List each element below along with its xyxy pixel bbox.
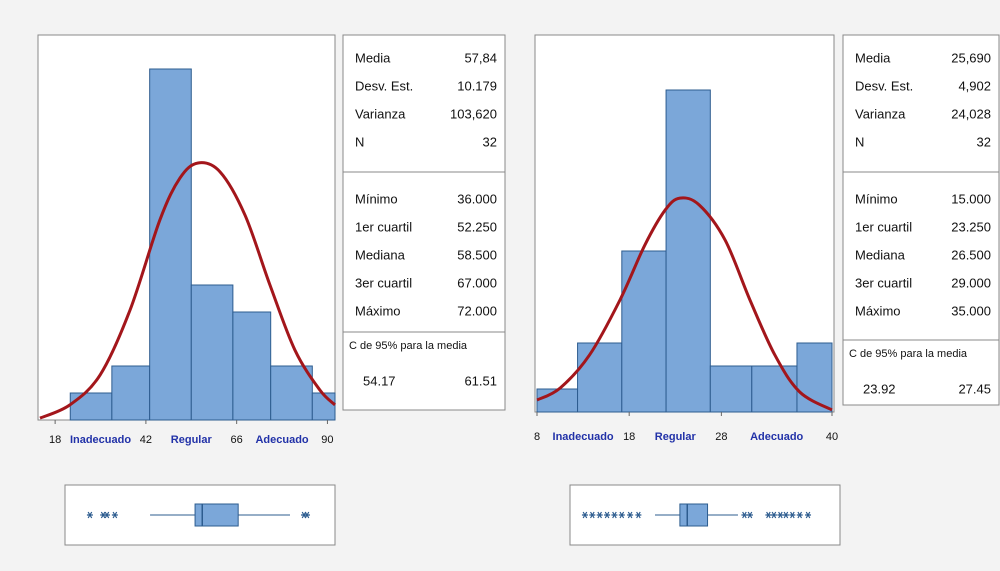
stat-value: 32 xyxy=(483,134,497,149)
x-tick-label: 28 xyxy=(715,431,727,443)
stat-label: Máximo xyxy=(855,303,901,318)
normal-curve xyxy=(39,161,337,420)
outlier xyxy=(777,511,784,519)
bar xyxy=(536,388,579,413)
outlier xyxy=(782,511,789,519)
bar xyxy=(111,365,151,421)
ci-upper: 27.45 xyxy=(958,381,991,396)
ci-title: C de 95% para la media xyxy=(349,340,468,352)
stat-label: Varianza xyxy=(855,106,906,121)
stat-value: 15.000 xyxy=(951,191,991,206)
outlier xyxy=(604,511,611,519)
axis-category-label: Inadecuado xyxy=(553,431,614,443)
stat-value: 57,84 xyxy=(464,50,497,65)
outlier xyxy=(86,511,93,519)
stat-value: 58.500 xyxy=(457,247,497,262)
stat-value: 24,028 xyxy=(951,106,991,121)
stat-value: 32 xyxy=(977,134,991,149)
axis-category-label: Regular xyxy=(171,434,213,446)
outlier xyxy=(746,511,753,519)
x-tick-label: 90 xyxy=(321,434,333,446)
stat-value: 29.000 xyxy=(951,275,991,290)
outlier xyxy=(765,511,772,519)
stat-label: Mínimo xyxy=(855,191,898,206)
x-tick-label: 40 xyxy=(826,431,838,443)
bar xyxy=(69,392,113,421)
bar xyxy=(149,68,192,421)
stat-value: 35.000 xyxy=(951,303,991,318)
outlier xyxy=(796,511,803,519)
outlier xyxy=(805,511,812,519)
axis-category-label: Adecuado xyxy=(255,434,308,446)
box xyxy=(194,503,239,527)
stat-value: 72.000 xyxy=(457,303,497,318)
bar xyxy=(232,311,272,421)
outlier xyxy=(103,511,110,519)
stat-value: 67.000 xyxy=(457,275,497,290)
stat-value: 4,902 xyxy=(958,78,991,93)
outlier xyxy=(789,511,796,519)
stat-value: 23.250 xyxy=(951,219,991,234)
outlier xyxy=(618,511,625,519)
outlier xyxy=(581,511,588,519)
bar xyxy=(270,365,313,421)
stat-label: Varianza xyxy=(355,106,406,121)
bar xyxy=(751,365,798,413)
x-tick-label: 42 xyxy=(140,434,152,446)
bar xyxy=(190,284,234,421)
outlier xyxy=(741,511,748,519)
stats-table xyxy=(342,34,506,411)
axis-category-label: Adecuado xyxy=(750,431,803,443)
ci-upper: 61.51 xyxy=(464,373,497,388)
bar xyxy=(665,89,711,413)
bar xyxy=(621,250,667,413)
stat-label: N xyxy=(355,134,364,149)
stat-label: Máximo xyxy=(355,303,401,318)
stat-label: Desv. Est. xyxy=(355,78,413,93)
outlier xyxy=(596,511,603,519)
normal-curve xyxy=(536,196,833,412)
stat-label: Media xyxy=(355,50,391,65)
outlier xyxy=(589,511,596,519)
stat-label: Mediana xyxy=(355,247,406,262)
stat-value: 103,620 xyxy=(450,106,497,121)
bar xyxy=(577,342,623,413)
stat-label: 3er cuartil xyxy=(355,275,412,290)
stat-label: 3er cuartil xyxy=(855,275,912,290)
axis-category-label: Regular xyxy=(655,431,697,443)
x-tick-label: 18 xyxy=(49,434,61,446)
box xyxy=(679,503,709,527)
stat-label: N xyxy=(855,134,864,149)
outlier xyxy=(304,511,311,519)
stat-label: Mínimo xyxy=(355,191,398,206)
outlier xyxy=(770,511,777,519)
stat-label: Desv. Est. xyxy=(855,78,913,93)
axis-category-label: Inadecuado xyxy=(70,434,131,446)
stat-value: 25,690 xyxy=(951,50,991,65)
bar xyxy=(709,365,753,413)
stat-label: 1er cuartil xyxy=(855,219,912,234)
x-tick-label: 8 xyxy=(534,431,540,443)
x-tick-label: 66 xyxy=(231,434,243,446)
stat-label: Media xyxy=(855,50,891,65)
outlier xyxy=(611,511,618,519)
stats-table xyxy=(842,34,1000,406)
ci-lower: 23.92 xyxy=(863,381,896,396)
x-tick-label: 18 xyxy=(623,431,635,443)
stat-value: 52.250 xyxy=(457,219,497,234)
bar xyxy=(311,392,336,421)
stat-value: 10.179 xyxy=(457,78,497,93)
stat-label: Mediana xyxy=(855,247,906,262)
stat-value: 36.000 xyxy=(457,191,497,206)
ci-lower: 54.17 xyxy=(363,373,396,388)
outlier xyxy=(635,511,642,519)
stat-label: 1er cuartil xyxy=(355,219,412,234)
outlier xyxy=(627,511,634,519)
ci-title: C de 95% para la media xyxy=(849,348,968,360)
stat-value: 26.500 xyxy=(951,247,991,262)
outlier xyxy=(111,511,118,519)
